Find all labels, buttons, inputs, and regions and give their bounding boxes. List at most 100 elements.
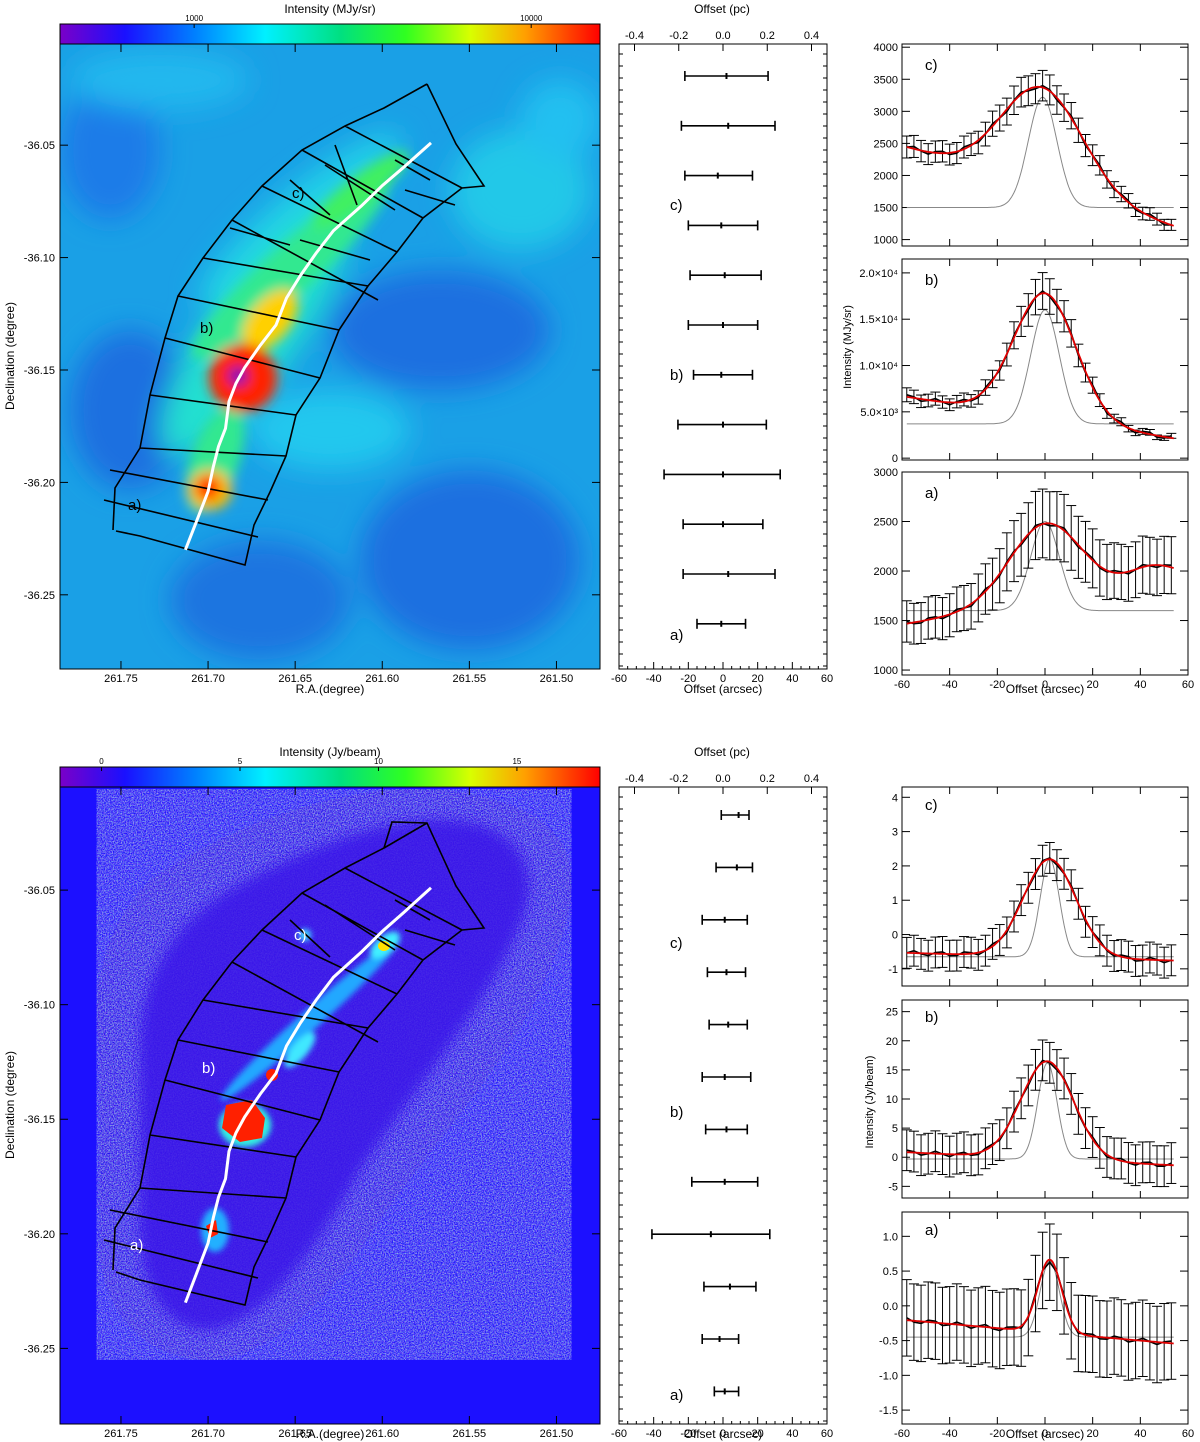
offset-top-tick-label: 0.2	[760, 30, 775, 42]
profile-ytick-label: 1	[892, 895, 898, 907]
profile-ytick-label: 0.5	[883, 1266, 898, 1278]
profile-xtick-label: -60	[894, 1428, 910, 1440]
map-xtick-label: 261.65	[278, 673, 312, 685]
profile-xtick-label: 40	[1134, 679, 1146, 691]
profile-ytick-label: 2000	[874, 170, 898, 182]
profile-xtick-label: -60	[894, 679, 910, 691]
offset-xtick-label: -60	[611, 1428, 627, 1440]
offset-top-tick-label: -0.4	[625, 773, 644, 785]
profile-ytick-label: 2	[892, 861, 898, 873]
offset-xtick-label: -20	[680, 673, 696, 685]
profile-data-line	[906, 289, 1172, 440]
bottom-map-axes: 261.75 261.70 261.65 261.60 261.55 261.50 -36.…	[24, 787, 600, 1440]
profile-xtick-label: 20	[1087, 679, 1099, 691]
profile-ytick-label: 3000	[874, 467, 898, 479]
map-xtick-label: 261.65	[278, 1428, 312, 1440]
top-offset-label-c: c)	[670, 197, 683, 214]
top-profile-label-a: a)	[925, 485, 938, 502]
bottom-colorbar: Intensity (Jy/beam) 0 5 10 15	[59, 745, 601, 788]
profile-ytick-label: 5.0×10³	[860, 407, 898, 419]
map-xtick-label: 261.50	[540, 1428, 574, 1440]
offset-xtick-label: 0	[720, 1428, 726, 1440]
top-profile-xlabel: Offset (arcsec)	[1006, 682, 1084, 696]
profile-panel-2: 3000 2500 2000 1500 1000 -60 -40 -20 0 20 40 60	[874, 467, 1195, 691]
offset-xtick-label: -40	[646, 673, 662, 685]
profile-ytick-label: 0	[892, 453, 898, 465]
top-offset-top-title: Offset (pc)	[694, 2, 750, 16]
profile-ytick-label: 3500	[874, 74, 898, 86]
map-ytick-label: -36.25	[24, 590, 55, 602]
profile-ytick-label: -1.0	[879, 1370, 898, 1382]
top-profile-label-b: b)	[925, 272, 938, 289]
bottom-offset-axes: -60 -40 -20 0 20 40 60 -0.4 -0.2 0.0 0.2 0.4	[611, 773, 833, 1440]
profile-beam-curve	[906, 1062, 1174, 1160]
profile-ytick-label: 2500	[874, 517, 898, 529]
profile-fit-curve	[906, 292, 1174, 440]
profile-ytick-label: 5	[892, 1123, 898, 1135]
profile-ytick-label: -5	[888, 1181, 898, 1193]
top-offset-bars	[663, 71, 782, 629]
profile-ytick-label: 2000	[874, 566, 898, 578]
bottom-map-segment-labels: a) b) c)	[130, 927, 307, 1254]
profile-xtick-label: 60	[1182, 679, 1194, 691]
offset-xtick-label: -20	[680, 1428, 696, 1440]
profile-ytick-label: 1000	[874, 665, 898, 677]
profile-beam-curve	[906, 858, 1174, 958]
bottom-row: Intensity (Jy/beam) 0 5 10 15	[3, 745, 1194, 1441]
profile-data-line	[906, 1059, 1172, 1167]
top-colorbar-ticks: 1000 10000	[185, 14, 543, 28]
bottom-profile-ylabel: Intensity (Jy/beam)	[864, 1056, 876, 1149]
profile-ytick-label: 2500	[874, 138, 898, 150]
profile-ytick-label: 1.0	[883, 1231, 898, 1243]
profile-fit-curve	[906, 858, 1174, 962]
top-map-xlabel: R.A.(degree)	[296, 682, 365, 696]
bottom-profile-xlabel: Offset (arcsec)	[1006, 1427, 1084, 1441]
profile-beam-curve	[906, 309, 1174, 425]
top-offset-frame	[618, 43, 828, 670]
top-colorbar: Intensity (MJy/sr) 1000 10000	[59, 2, 601, 45]
profile-fit-curve	[906, 1060, 1174, 1167]
profile-ytick-label: -0.5	[879, 1336, 898, 1348]
profile-panel-0: 4000 3500 3000 2500 2000 1500 1000	[874, 42, 1189, 247]
bottom-offset-bars	[651, 810, 771, 1397]
map-xtick-label: 261.75	[104, 673, 138, 685]
top-offset-xlabel: Offset (arcsec)	[684, 682, 762, 696]
bottom-map-label-b: b)	[202, 1060, 215, 1077]
bottom-profile-panels: Intensity (Jy/beam) Offset (arcsec) c) b…	[864, 786, 1194, 1441]
offset-top-tick-label: 0.0	[715, 773, 730, 785]
profile-beam-curve	[906, 520, 1174, 612]
profile-xtick-label: 0	[1042, 1428, 1048, 1440]
profile-panel-0: 4 3 2 1 0 -1	[888, 786, 1189, 987]
offset-top-tick-label: 0.0	[715, 30, 730, 42]
bottom-map-ylabel: Declination (degree)	[3, 1051, 17, 1159]
offset-xtick-label: 40	[786, 673, 798, 685]
bottom-offset-label-b: b)	[670, 1104, 683, 1121]
top-segment-grid	[103, 83, 486, 566]
profile-ytick-label: 15	[886, 1065, 898, 1077]
bottom-offset-frame	[618, 786, 828, 1425]
top-map-ylabel: Declination (degree)	[3, 302, 17, 410]
bottom-offset-xlabel: Offset (arcsec)	[684, 1427, 762, 1441]
top-offset-panel: Offset (pc) -60 -40 -20 0 20 40 60 -0.4 -0.2 0.0 0…	[611, 2, 833, 696]
bottom-colorbar-gradient	[59, 766, 601, 788]
offset-xtick-label: -40	[646, 1428, 662, 1440]
bottom-colorbar-ticks: 0 5 10 15	[99, 757, 522, 771]
bottom-offset-panel: Offset (pc) -60 -40 -20 0 20 40 60 -0.4 -0.2 0.0 0…	[611, 745, 833, 1441]
bottom-profile-label-b: b)	[925, 1009, 938, 1026]
profile-data-line	[906, 522, 1172, 625]
profile-frame	[901, 786, 1189, 987]
profile-fit-curve	[906, 85, 1174, 227]
top-row: Intensity (MJy/sr) 1000 10000	[3, 2, 1194, 696]
profile-xtick-label: -20	[989, 1428, 1005, 1440]
profile-ytick-label: 1.0×10⁴	[859, 361, 898, 373]
map-ytick-label: -36.20	[24, 1229, 55, 1241]
top-map-axes: 261.75 261.70 261.65 261.60 261.55 261.50 -36.…	[24, 44, 600, 685]
profile-ytick-label: 0	[892, 930, 898, 942]
bottom-filament-spine	[183, 886, 433, 1304]
offset-top-tick-label: 0.4	[804, 30, 819, 42]
top-profile-label-c: c)	[925, 57, 938, 74]
bottom-map-frame	[59, 786, 601, 1425]
offset-top-tick-label: 0.2	[760, 773, 775, 785]
top-map-segment-labels: a) b) c)	[128, 185, 305, 514]
bottom-colorbar-title: Intensity (Jy/beam)	[279, 745, 380, 759]
